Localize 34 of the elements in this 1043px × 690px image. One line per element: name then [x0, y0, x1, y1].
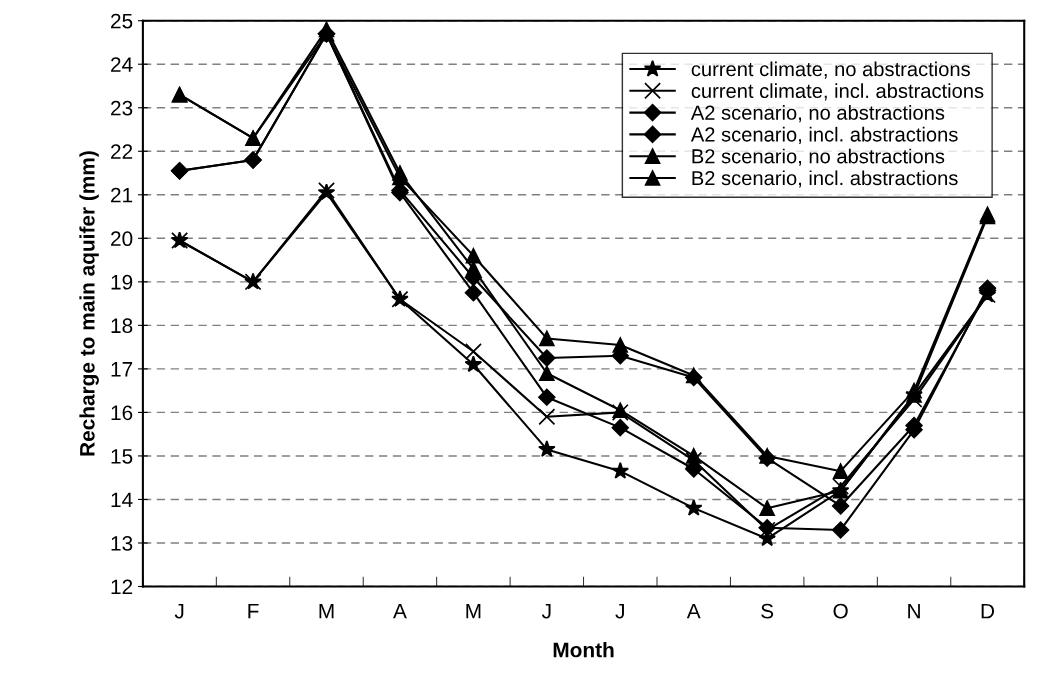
legend-label: B2 scenario, incl. abstractions — [692, 170, 958, 188]
x-tick-label: J — [174, 603, 184, 619]
x-tick-label: O — [833, 603, 848, 619]
y-tick-label: 22 — [111, 144, 133, 159]
x-tick-label: M — [466, 603, 481, 619]
x-tick-label: D — [981, 603, 995, 619]
y-tick-label: 19 — [111, 274, 133, 290]
x-tick-label: J — [541, 603, 551, 619]
y-tick-label: 12 — [111, 579, 133, 595]
y-axis-title: Recharge to main aquifer (mm) — [79, 151, 99, 456]
x-tick-label: F — [248, 603, 259, 619]
x-axis-title: Month — [553, 642, 614, 658]
y-tick-label: 25 — [111, 13, 133, 29]
legend-label: A2 scenario, no abstractions — [690, 105, 945, 123]
legend-label: current climate, incl. abstractions — [691, 83, 984, 101]
y-tick-label: 20 — [111, 231, 133, 247]
y-tick-label: 21 — [111, 187, 133, 203]
y-tick-label: 14 — [111, 492, 133, 507]
x-tick-label: S — [761, 603, 774, 619]
y-tick-label: 23 — [111, 100, 133, 116]
legend-label: current climate, no abstractions — [691, 61, 970, 79]
y-tick-label: 18 — [111, 318, 133, 334]
x-tick-label: M — [319, 603, 334, 619]
x-tick-label: A — [686, 603, 701, 619]
y-tick-label: 15 — [111, 449, 133, 464]
y-tick-label: 13 — [111, 535, 133, 551]
x-tick-label: A — [393, 603, 407, 619]
y-tick-label: 16 — [111, 405, 133, 421]
x-tick-label: N — [908, 603, 920, 619]
legend-label: B2 scenario, no abstractions — [692, 148, 945, 166]
x-tick-label: J — [615, 603, 624, 619]
y-tick-label: 24 — [111, 57, 133, 72]
y-tick-label: 17 — [111, 362, 133, 377]
legend-label: A2 scenario, incl. abstractions — [690, 126, 958, 145]
